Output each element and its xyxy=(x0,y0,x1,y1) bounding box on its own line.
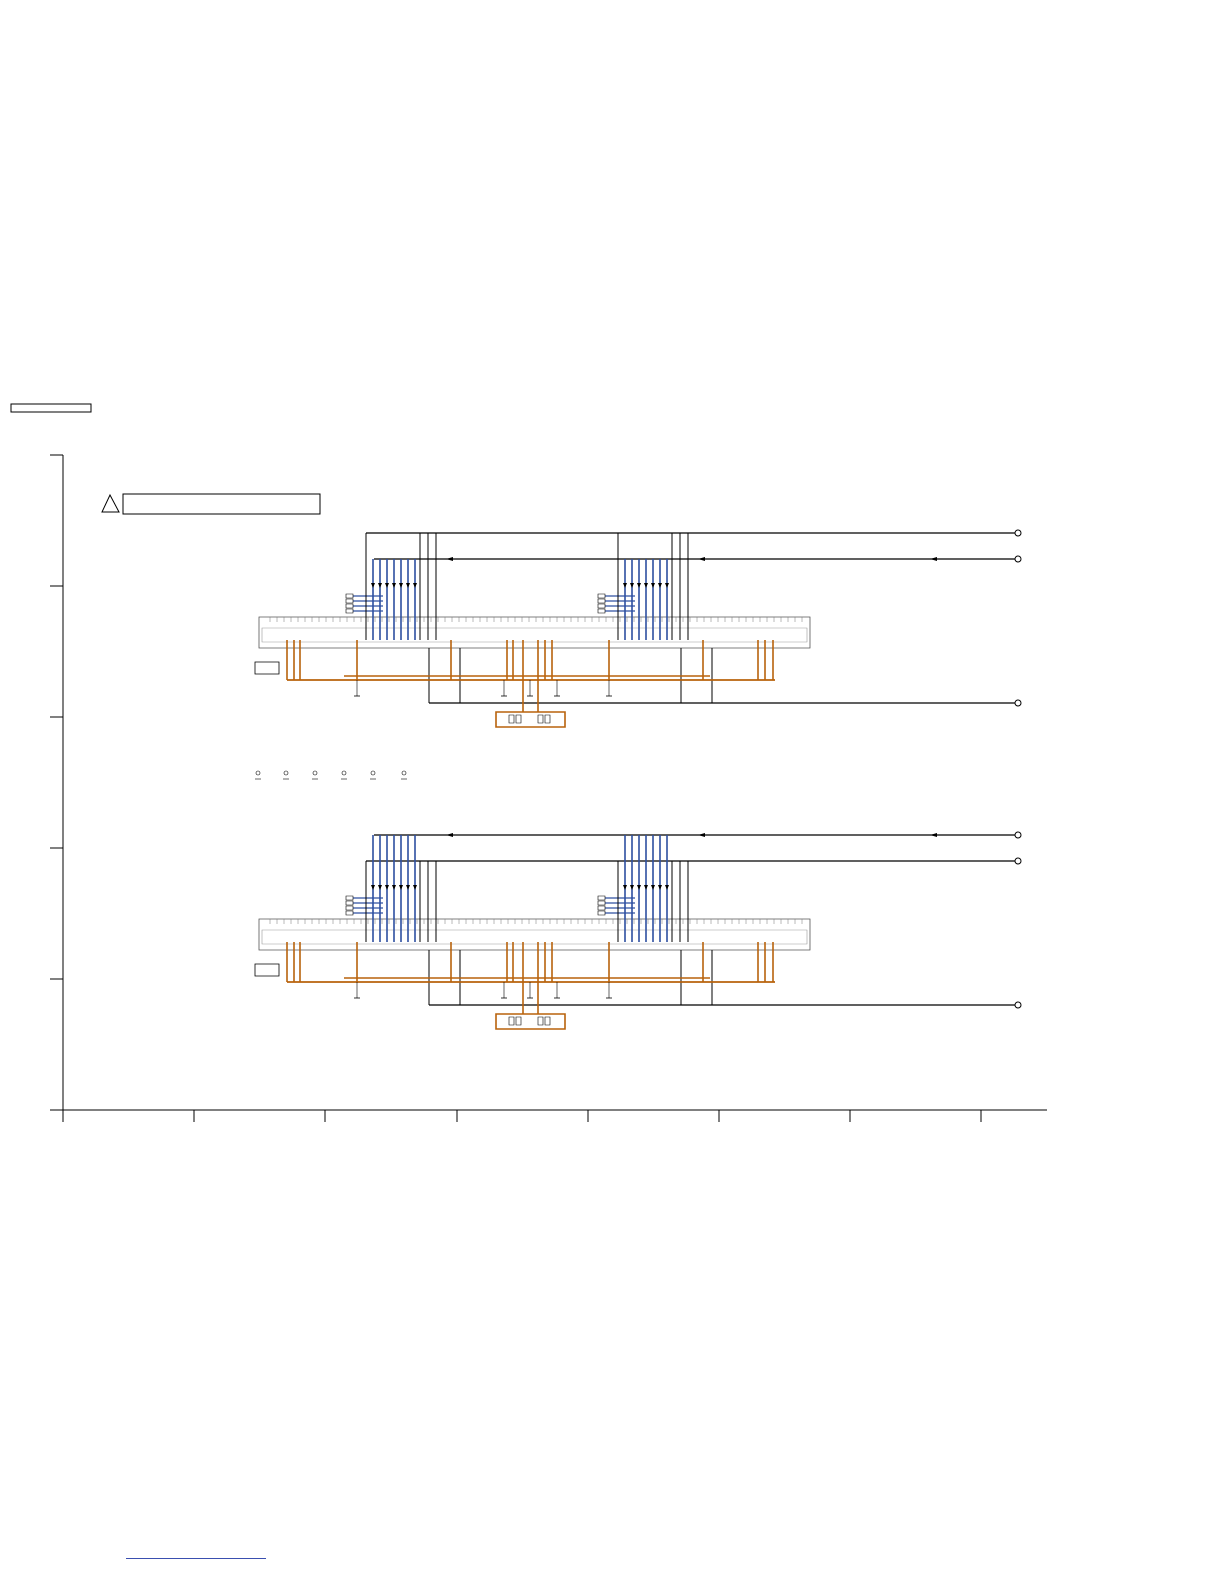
pin-arrow xyxy=(371,885,375,890)
resistor xyxy=(545,1017,550,1025)
arrow xyxy=(930,557,937,561)
resistor xyxy=(346,599,353,603)
test-point xyxy=(402,771,406,775)
pin-arrow xyxy=(651,583,655,588)
pin-arrow xyxy=(378,885,382,890)
arrow xyxy=(446,833,453,837)
pin-arrow xyxy=(378,583,382,588)
pin-arrow xyxy=(658,885,662,890)
connector-terminal xyxy=(1015,530,1021,536)
test-point xyxy=(256,771,260,775)
pin-arrow xyxy=(399,583,403,588)
pin-arrow xyxy=(392,583,396,588)
resistor xyxy=(598,609,605,613)
connector-terminal xyxy=(1015,1002,1021,1008)
resistor xyxy=(346,609,353,613)
resistor xyxy=(516,715,521,723)
arrow xyxy=(698,557,705,561)
pin-arrow xyxy=(399,885,403,890)
warning-box xyxy=(123,494,320,514)
pin-arrow xyxy=(644,885,648,890)
test-point xyxy=(342,771,346,775)
pin-arrow xyxy=(665,583,669,588)
pin-arrow xyxy=(637,583,641,588)
pin-arrow xyxy=(623,885,627,890)
test-point xyxy=(284,771,288,775)
arrow xyxy=(930,833,937,837)
resistor xyxy=(598,604,605,608)
pin-arrow xyxy=(644,583,648,588)
pin-arrow xyxy=(658,583,662,588)
resistor xyxy=(538,1017,543,1025)
ic-body xyxy=(259,617,810,648)
pin-arrow xyxy=(385,583,389,588)
resistor xyxy=(598,911,605,915)
test-point xyxy=(371,771,375,775)
connector-terminal xyxy=(1015,832,1021,838)
header-box xyxy=(11,404,91,412)
pin-arrow xyxy=(630,583,634,588)
ic-inner xyxy=(262,930,807,944)
connector-terminal xyxy=(1015,556,1021,562)
warning-triangle xyxy=(102,495,119,512)
pin-arrow xyxy=(413,885,417,890)
ic-body xyxy=(259,919,810,950)
resistor xyxy=(538,715,543,723)
resistor xyxy=(509,1017,514,1025)
footer-link-line xyxy=(126,1558,266,1559)
arrow xyxy=(446,557,453,561)
connector-terminal xyxy=(1015,700,1021,706)
resistor xyxy=(598,896,605,900)
resistor xyxy=(598,599,605,603)
pin-arrow xyxy=(406,885,410,890)
pin-arrow xyxy=(651,885,655,890)
resistor xyxy=(598,906,605,910)
ic-inner xyxy=(262,628,807,642)
resistor xyxy=(346,896,353,900)
resistor xyxy=(346,901,353,905)
resistor xyxy=(346,906,353,910)
power-loop xyxy=(496,712,565,727)
pin-arrow xyxy=(371,583,375,588)
pin-arrow xyxy=(392,885,396,890)
resistor xyxy=(598,901,605,905)
resistor xyxy=(346,604,353,608)
pin-arrow xyxy=(637,885,641,890)
pin-arrow xyxy=(413,583,417,588)
label-box xyxy=(255,964,279,976)
resistor xyxy=(516,1017,521,1025)
resistor xyxy=(346,594,353,598)
ground-symbols xyxy=(255,771,407,779)
pin-arrow xyxy=(385,885,389,890)
resistor xyxy=(346,911,353,915)
pin-arrow xyxy=(406,583,410,588)
resistor xyxy=(545,715,550,723)
label-box xyxy=(255,662,279,674)
resistor xyxy=(598,594,605,598)
connector-terminal xyxy=(1015,858,1021,864)
pin-arrow xyxy=(630,885,634,890)
pin-arrow xyxy=(665,885,669,890)
test-point xyxy=(313,771,317,775)
pin-arrow xyxy=(623,583,627,588)
resistor xyxy=(509,715,514,723)
arrow xyxy=(698,833,705,837)
power-loop xyxy=(496,1014,565,1029)
